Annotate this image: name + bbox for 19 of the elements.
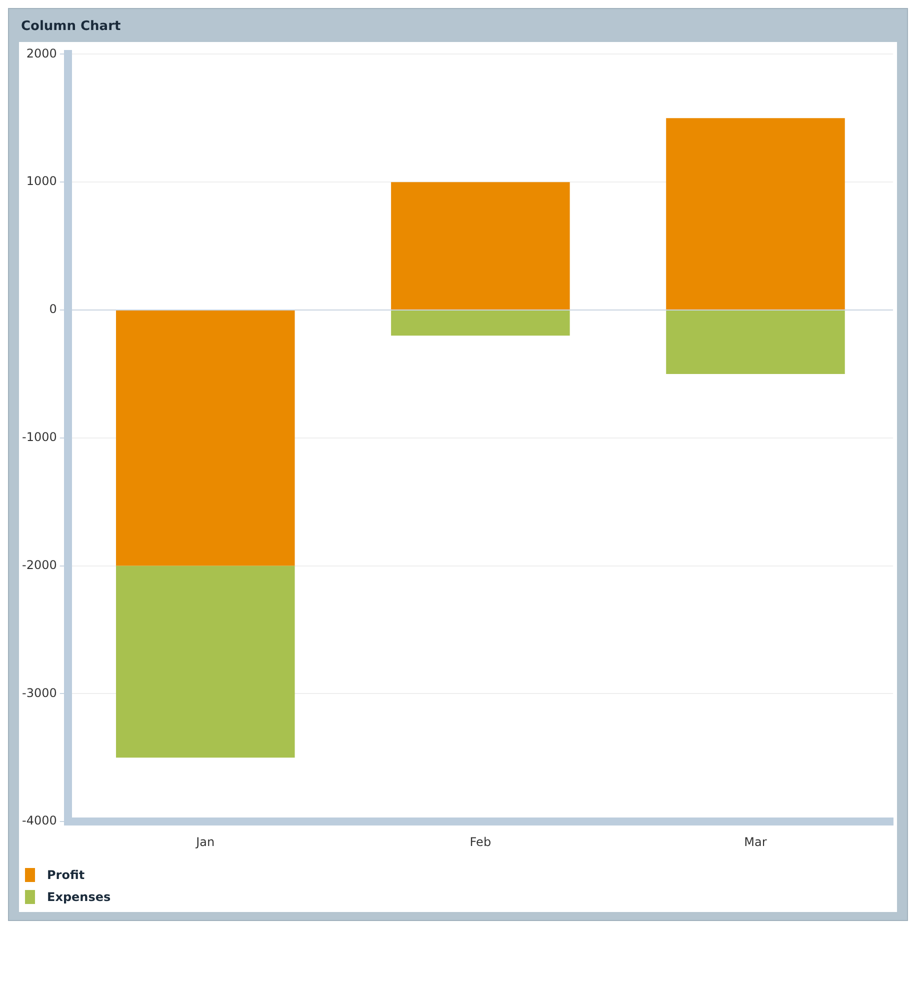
chart-title: Column Chart bbox=[20, 18, 122, 36]
y-tick-label: -4000 bbox=[22, 814, 57, 828]
y-tick-label: -3000 bbox=[22, 686, 57, 700]
y-tick-label: 2000 bbox=[26, 46, 57, 60]
bar bbox=[116, 566, 295, 758]
legend-label: Expenses bbox=[47, 890, 111, 904]
bar bbox=[391, 310, 570, 336]
y-tick-label: -1000 bbox=[22, 430, 57, 444]
bar bbox=[666, 310, 845, 374]
x-tick-label: Feb bbox=[470, 834, 492, 849]
bar bbox=[116, 310, 295, 566]
bar bbox=[666, 118, 845, 310]
bar bbox=[391, 182, 570, 310]
x-tick-label: Mar bbox=[744, 834, 767, 849]
legend-label: Profit bbox=[47, 868, 85, 882]
y-tick-label: 1000 bbox=[26, 174, 57, 188]
x-tick-label: Jan bbox=[195, 834, 215, 849]
y-tick-label: 0 bbox=[49, 302, 57, 316]
y-tick-label: -2000 bbox=[22, 558, 57, 572]
